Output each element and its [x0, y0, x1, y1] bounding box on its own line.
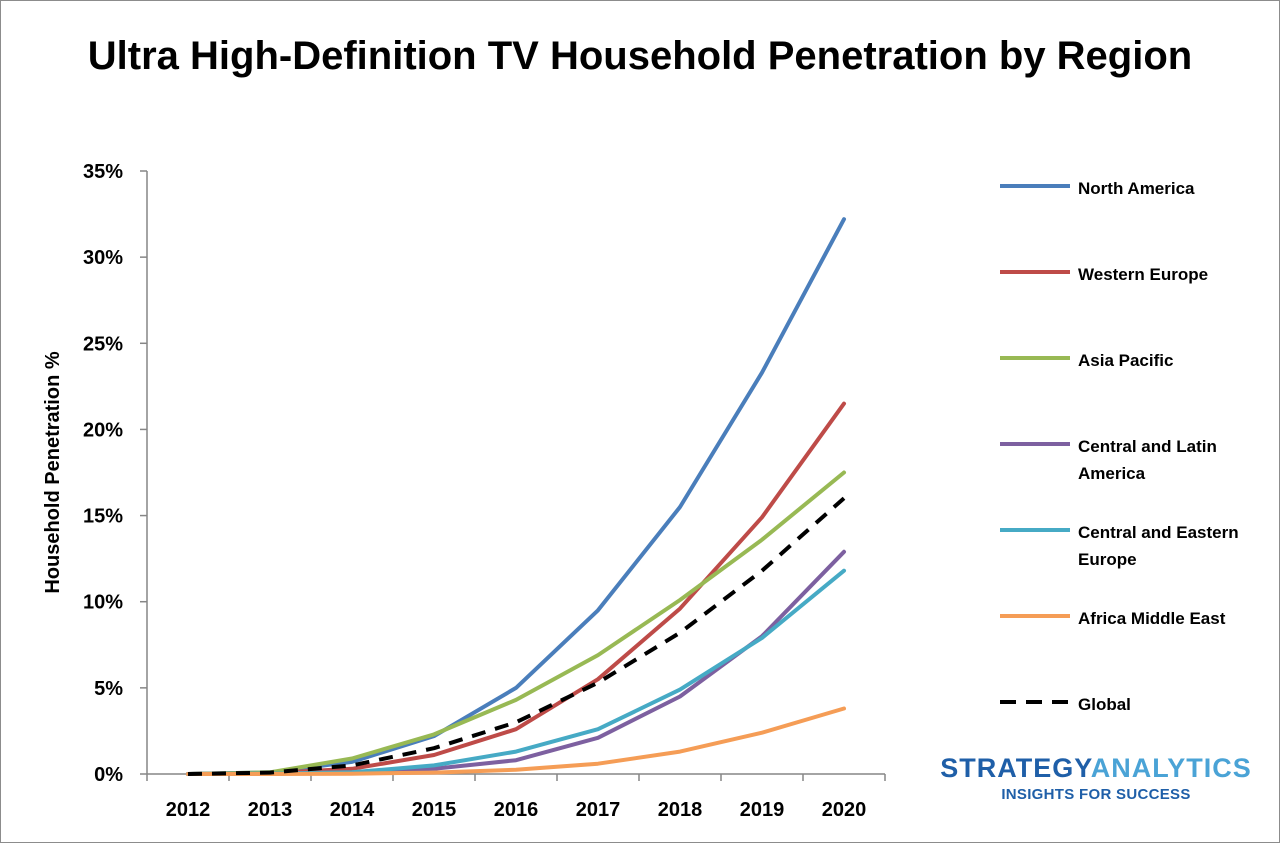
series-line-global — [187, 496, 846, 776]
logo-text-strategy: STRATEGY — [940, 753, 1091, 783]
x-tick-label: 2015 — [412, 799, 457, 821]
series-line-africa-middle-east — [186, 706, 846, 776]
legend-swatch — [1000, 442, 1070, 446]
legend-label: Central and Latin America — [1078, 437, 1217, 483]
legend-swatch — [1000, 700, 1070, 704]
legend-swatch — [1000, 184, 1070, 188]
chart-title: Ultra High-Definition TV Household Penet… — [87, 34, 1193, 78]
y-tick-label: 35% — [83, 161, 123, 183]
legend-swatch — [1000, 528, 1070, 532]
y-tick-label: 0% — [94, 764, 123, 786]
legend-label: Asia Pacific — [1078, 351, 1174, 370]
legend-swatch — [1000, 614, 1070, 618]
legend-label: Africa Middle East — [1078, 609, 1226, 628]
logo-tagline: INSIGHTS FOR SUCCESS — [1001, 786, 1191, 803]
y-tick-label: 15% — [83, 506, 123, 528]
axes: 0% 5% 10% 15% 20% 25% 30% 35% 2012 2013 2014 2015 20… — [42, 161, 886, 821]
x-tick-label: 2019 — [740, 799, 785, 821]
y-tick-label: 20% — [83, 419, 123, 441]
series-line-western-europe — [186, 401, 846, 776]
legend-label: Central and Eastern Europe — [1078, 523, 1239, 569]
x-tick-label: 2013 — [248, 799, 293, 821]
strategy-analytics-logo: STRATEGYANALYTICS INSIGHTS FOR SUCCESS — [936, 752, 1256, 806]
series-line-north-america — [186, 217, 846, 776]
legend-swatch — [1000, 270, 1070, 274]
legend-label: Western Europe — [1078, 265, 1209, 284]
x-tick-label: 2018 — [658, 799, 703, 821]
x-tick-label: 2016 — [494, 799, 539, 821]
legend-label: Global — [1078, 695, 1131, 714]
series-line-asia-pacific — [186, 470, 846, 776]
logo-text-analytics: ANALYTICS — [1090, 753, 1252, 783]
legend-label: North America — [1078, 179, 1195, 198]
x-tick-label: 2017 — [576, 799, 621, 821]
x-tick-label: 2020 — [822, 799, 867, 821]
series-lines — [186, 217, 846, 776]
x-tick-label: 2014 — [330, 799, 375, 821]
y-tick-label: 30% — [83, 247, 123, 269]
y-tick-label: 25% — [83, 333, 123, 355]
legend-swatch — [1000, 356, 1070, 360]
y-tick-label: 10% — [83, 592, 123, 614]
series-line-central-and-eastern-europe — [186, 568, 846, 776]
y-tick-label: 5% — [94, 678, 123, 700]
y-axis-title: Household Penetration % — [42, 351, 64, 593]
x-tick-label: 2012 — [166, 799, 211, 821]
